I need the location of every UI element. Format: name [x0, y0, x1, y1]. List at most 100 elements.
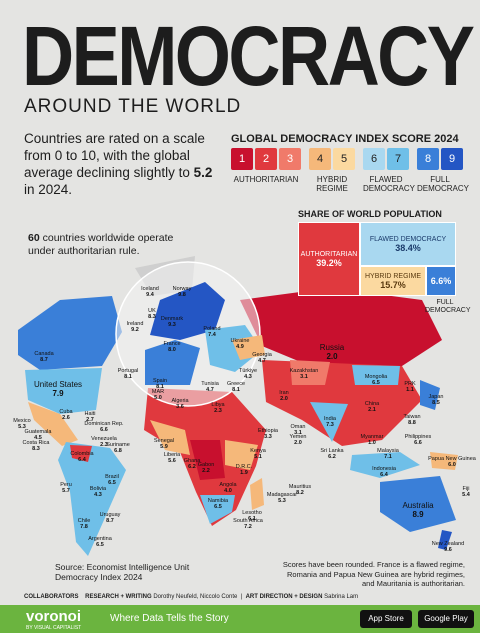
- country-label: Türkiye 4.3: [239, 368, 257, 380]
- country-name: Myanmar: [361, 434, 384, 440]
- country-name: United States: [34, 380, 82, 389]
- country-score: 5.1: [254, 454, 262, 460]
- country-score: 4.5: [34, 435, 42, 441]
- country-name: Spain: [153, 378, 167, 384]
- country-label: Suriname 6.8: [106, 442, 130, 454]
- legend-swatch: 1: [231, 148, 253, 170]
- country-score: 7.8: [80, 524, 88, 530]
- country-label: Yemen 2.0: [290, 434, 307, 446]
- country-label: Libya 2.3: [211, 402, 225, 414]
- country-name: Argentina: [88, 536, 112, 542]
- intro-text: Countries are rated on a scale from 0 to…: [24, 131, 205, 180]
- country-label: Fiji 5.4: [462, 486, 471, 498]
- country-name: PRK: [404, 381, 416, 387]
- google-play-button[interactable]: Google Play: [418, 610, 474, 628]
- intro: Countries are rated on a scale from 0 to…: [24, 130, 224, 198]
- country-label: Portugal 8.1: [118, 368, 139, 380]
- country-score: 8.3: [32, 446, 40, 452]
- country-label: Norway 9.8: [173, 286, 192, 298]
- country-label: Taiwan 8.8: [403, 414, 420, 426]
- country-name: Sri Lanka: [320, 448, 344, 454]
- app-store-button[interactable]: App Store: [360, 610, 412, 628]
- country-label: Gabon 2.2: [198, 462, 215, 474]
- country-score: 4.3: [244, 374, 252, 380]
- country-score: 2.0: [326, 352, 338, 361]
- country-label: Ghana 6.2: [184, 458, 201, 470]
- country-score: 9.2: [131, 327, 139, 333]
- country-score: 1.1: [406, 387, 414, 393]
- population-block: AUTHORITARIAN 39.2%: [298, 222, 360, 296]
- country-name: Angola: [219, 482, 237, 488]
- country-name: Gabon: [198, 462, 215, 468]
- country-label: Angola 4.0: [219, 482, 237, 494]
- country-label: Kazakhstan 3.1: [290, 368, 319, 380]
- country-name: Poland: [203, 326, 220, 332]
- country-label: MAR 5.0: [152, 389, 164, 401]
- country-name: China: [365, 401, 380, 407]
- country-name: Uruguay: [100, 512, 121, 518]
- country-name: Indonesia: [372, 466, 397, 472]
- country-score: 7.9: [52, 389, 64, 398]
- country-score: 3.6: [176, 404, 184, 410]
- country-score: 2.0: [294, 440, 302, 446]
- country-label: Philippines 6.6: [405, 434, 432, 446]
- legend-swatch: 7: [387, 148, 409, 170]
- country-score: 2.2: [202, 468, 210, 474]
- country-label: Peru 5.7: [60, 482, 72, 494]
- country-label: United States 7.9: [34, 380, 82, 398]
- country-label: Algeria 3.6: [171, 398, 189, 410]
- country-name: Kenya: [250, 448, 267, 454]
- brand-by: BY VISUAL CAPITALIST: [26, 625, 82, 631]
- country-score: 2.1: [368, 407, 376, 413]
- legend-swatch: 2: [255, 148, 277, 170]
- country-score: 6.6: [414, 440, 422, 446]
- country-name: Japan: [429, 394, 444, 400]
- country-label: Lesotho 6.1: [242, 510, 262, 522]
- country-score: 1.0: [368, 440, 376, 446]
- legend-title: GLOBAL DEMOCRACY INDEX SCORE 2024: [231, 133, 459, 145]
- legend-group-label: FULL DEMOCRACY: [417, 175, 470, 193]
- country-score: 4.0: [224, 488, 232, 494]
- legend-swatch: 9: [441, 148, 463, 170]
- country-score: 9.8: [178, 292, 186, 298]
- country-name: MAR: [152, 389, 164, 395]
- country-score: 8.5: [432, 400, 440, 406]
- country-label: Japan 8.5: [429, 394, 444, 406]
- country-label: Madagascar 5.3: [267, 492, 297, 504]
- country-score: 2.7: [86, 417, 94, 423]
- country-score: 5.9: [160, 444, 168, 450]
- population-block: FLAWED DEMOCRACY 38.4%: [360, 222, 456, 266]
- country-name: Suriname: [106, 442, 130, 448]
- country-score: 8.7: [106, 518, 114, 524]
- country-name: France: [163, 341, 180, 347]
- title: DEMOCRACY: [22, 9, 475, 103]
- country-label: India 7.3: [324, 416, 337, 428]
- country-name: Russia: [320, 343, 345, 352]
- population-block: 6.6%: [426, 266, 456, 296]
- country-label: New Zealand 9.6: [432, 541, 464, 553]
- country-label: Chile 7.8: [78, 518, 91, 530]
- population-treemap: AUTHORITARIAN 39.2% FLAWED DEMOCRACY 38.4% H…: [298, 222, 456, 296]
- country-score: 3.3: [264, 434, 272, 440]
- credits-label: RESEARCH + WRITING: [85, 594, 152, 600]
- population-share: 15.7%: [380, 280, 406, 290]
- country-label: UK 8.3: [148, 308, 156, 320]
- country-score: 8.0: [168, 347, 176, 353]
- country-label: Canada 8.7: [34, 351, 54, 363]
- population-name: FLAWED DEMOCRACY: [369, 236, 447, 243]
- legend-swatch: 6: [363, 148, 385, 170]
- country-score: 5.6: [168, 458, 176, 464]
- country-label: Iceland 9.4: [141, 286, 159, 298]
- country-name: Taiwan: [403, 414, 420, 420]
- country-label: Haiti 2.7: [84, 411, 95, 423]
- country-label: Ukraine 4.9: [231, 338, 250, 350]
- country-label: Uruguay 8.7: [100, 512, 121, 524]
- country-name: Yemen: [290, 434, 307, 440]
- country-label: Poland 7.4: [203, 326, 220, 338]
- legend-group-label: AUTHORITARIAN: [233, 175, 299, 184]
- country-label: Spain 8.1: [153, 378, 167, 390]
- country-label: Oman 3.1: [291, 424, 306, 436]
- country-score: 1.9: [240, 470, 248, 476]
- country-name: Georgia: [252, 352, 273, 358]
